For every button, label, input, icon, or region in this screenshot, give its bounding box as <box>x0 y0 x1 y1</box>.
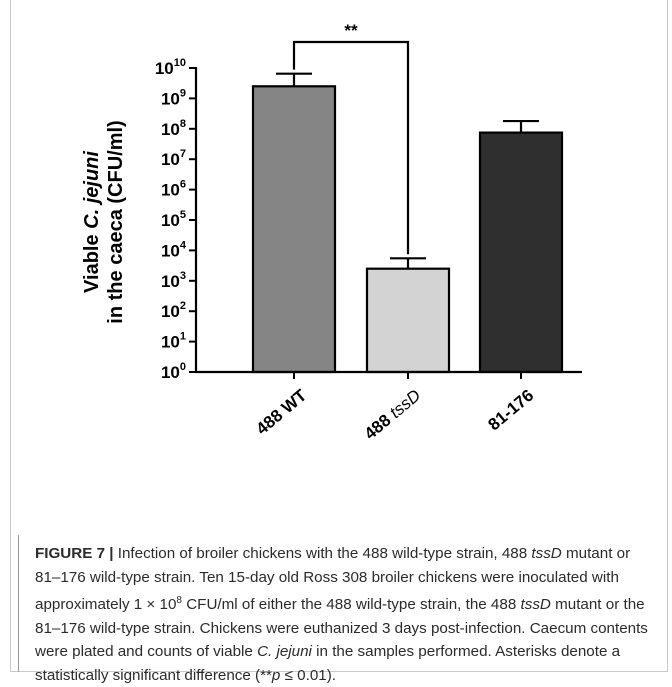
significance-line <box>292 40 410 255</box>
y-tick-label: 102 <box>161 300 186 321</box>
y-tick-label: 107 <box>161 148 186 169</box>
caption-text: ≤ 0.01). <box>280 666 336 684</box>
y-axis-label-italic: C. jejuni <box>81 151 103 229</box>
y-tick-label: 103 <box>161 270 186 291</box>
x-axis-labels: 488 WT 488 tssD 81-176 <box>252 385 537 443</box>
significance-bracket: ** <box>292 21 410 255</box>
y-axis-label-prefix: Viable <box>81 229 103 293</box>
y-axis-label: Viable C. jejuni in the caeca (CFU/ml) <box>81 120 127 323</box>
y-tick-label: 1010 <box>155 57 186 78</box>
error-bars <box>276 72 539 269</box>
x-tick-label: 488 WT <box>252 385 310 438</box>
caption-text: Infection of broiler chickens with the 4… <box>113 545 532 562</box>
y-axis-ticks: 100 101 102 103 104 105 106 107 108 109 1010 <box>155 57 196 382</box>
caption-italic: tssD <box>520 596 551 614</box>
x-tick-label: 488 tssD <box>361 386 425 444</box>
y-tick-label: 108 <box>161 118 186 139</box>
bar-3 <box>478 131 564 374</box>
caption-text: mutant or 81–176 wild-type strain. Ten 1… <box>35 545 631 614</box>
bar-1 <box>251 85 337 374</box>
figure-caption: FIGURE 7 | Infection of broiler chickens… <box>18 535 658 684</box>
y-axis-label-line1: Viable C. jejuni <box>81 151 103 293</box>
caption-italic: p <box>271 666 281 684</box>
caption-superscript: 8 <box>176 595 182 606</box>
y-tick-label: 101 <box>161 331 186 352</box>
significance-label: ** <box>344 21 358 40</box>
y-tick-label: 104 <box>161 239 187 260</box>
y-tick-label: 109 <box>161 87 186 108</box>
y-tick-label: 100 <box>161 361 186 382</box>
bars <box>251 85 564 374</box>
axes <box>194 67 582 379</box>
caption-text: mutant or the 81–176 wild-type strain. C… <box>35 596 648 661</box>
y-tick-label: 106 <box>161 179 186 200</box>
x-tick-label: 81-176 <box>485 386 538 435</box>
bar-2 <box>365 267 451 374</box>
figure-frame <box>10 0 668 672</box>
y-tick-label: 105 <box>161 209 186 230</box>
y-axis-label-line2: in the caeca (CFU/ml) <box>105 120 127 323</box>
caption-label: FIGURE 7 | <box>35 545 114 562</box>
caption-text: CFU/ml of either the 488 wild-type strai… <box>181 596 521 614</box>
bar-chart: Viable C. jejuni in the caeca (CFU/ml) 10… <box>81 21 582 443</box>
caption-italic: C. jejuni <box>257 643 312 661</box>
caption-italic: tssD <box>531 545 562 562</box>
